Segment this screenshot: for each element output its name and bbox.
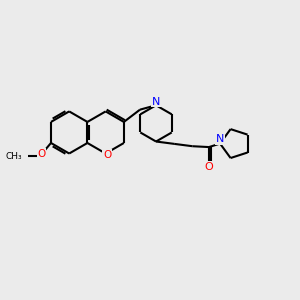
Text: O: O <box>103 150 111 160</box>
Text: O: O <box>37 149 45 159</box>
Text: O: O <box>205 162 213 172</box>
Text: CH₃: CH₃ <box>6 152 22 160</box>
Text: N: N <box>152 97 160 107</box>
Text: N: N <box>216 134 224 144</box>
